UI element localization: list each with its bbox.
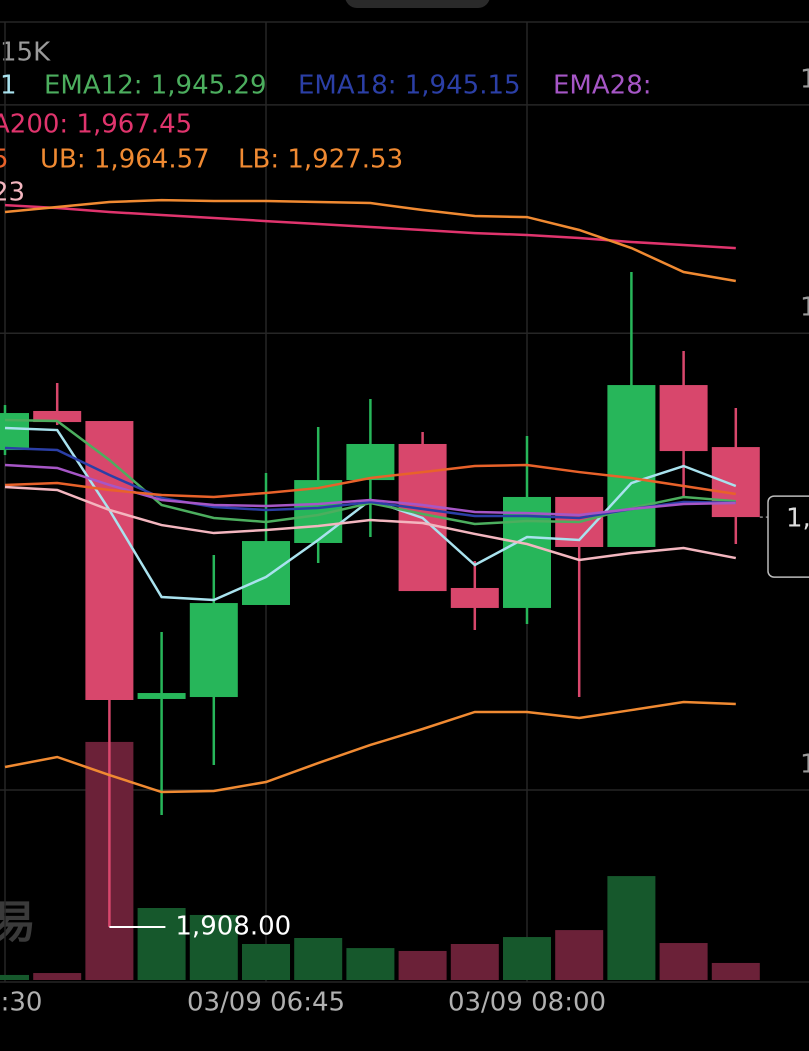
legend-entry: EMA12: 1,945.29	[44, 71, 267, 101]
notch	[345, 0, 490, 8]
y-tick-label: 1	[800, 749, 809, 779]
legend-entry: EMA28:	[553, 71, 652, 101]
current-price-label: 1,	[786, 504, 809, 534]
indicator-line	[4, 700, 736, 794]
candle-body	[607, 385, 656, 547]
indicator-line	[4, 463, 736, 499]
x-tick-label: 05:30	[0, 988, 42, 1018]
candle-body	[242, 541, 290, 605]
x-tick-label: 03/09 06:45	[187, 988, 345, 1018]
volume-bar	[294, 938, 343, 980]
legend-entry: 1	[0, 71, 17, 101]
x-tick-label: 03/09 08:00	[448, 988, 606, 1018]
indicator-line	[4, 463, 736, 517]
y-tick-label: 1	[800, 293, 809, 323]
candle-body	[659, 385, 708, 452]
volume-bar	[189, 914, 238, 980]
volume-bar	[555, 930, 604, 980]
header: 15K	[0, 38, 51, 68]
volume-bar	[346, 948, 395, 980]
volume-bar	[137, 908, 186, 980]
volume-bar	[503, 937, 551, 980]
legend-entry: LB: 1,927.53	[238, 145, 403, 175]
legend-entry: 5	[0, 145, 9, 175]
candle-body	[189, 603, 238, 698]
current-price-box	[767, 495, 809, 578]
legend-entry: EMA18: 1,945.15	[298, 71, 521, 101]
legend-entry: UB: 1,964.57	[40, 145, 210, 175]
legend-entry: A200: 1,967.45	[0, 110, 192, 140]
volume-bar	[242, 944, 290, 980]
volume-bar	[711, 962, 760, 980]
candle-body	[33, 410, 82, 423]
volume-bar	[398, 950, 447, 980]
watermark: 易	[0, 897, 36, 948]
candle-body	[85, 421, 134, 700]
volume-bar	[607, 876, 656, 980]
candle-body	[711, 447, 760, 518]
indicator-line	[4, 203, 736, 250]
volume-bar	[33, 973, 82, 980]
candle-body	[137, 693, 186, 699]
indicator-line	[4, 198, 737, 283]
candle-body	[450, 587, 499, 608]
legend-entry: 23	[0, 178, 25, 208]
volume-bar	[0, 974, 29, 980]
candle-body	[346, 443, 395, 481]
y-tick-label: 1	[800, 64, 809, 94]
indicator-line	[4, 485, 737, 562]
candle-body	[0, 413, 29, 451]
low-marker-label: 1,908.00	[175, 912, 291, 942]
volume-bar	[659, 943, 708, 980]
volume-bar	[450, 944, 499, 980]
